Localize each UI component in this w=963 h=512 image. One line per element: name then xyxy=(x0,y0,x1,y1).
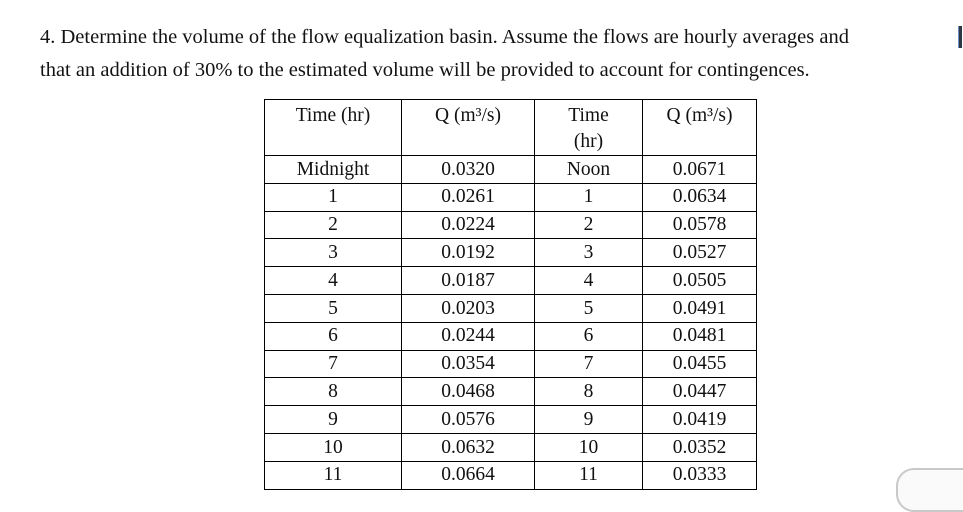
table-cell: 0.0481 xyxy=(642,321,757,351)
table-cell: 0.0671 xyxy=(642,155,757,184)
table-cell: 0.0576 xyxy=(401,405,535,434)
table-cell: 0.0203 xyxy=(401,293,535,323)
table-cell: 11 xyxy=(264,460,402,490)
table-row: 2 0.0224 2 0.0578 xyxy=(264,210,757,240)
table-header-row: Time (hr) Q (m³/s) Time (hr) Q (m³/s) xyxy=(264,99,757,156)
table-cell: 7 xyxy=(534,349,643,379)
bottom-right-peek-button[interactable] xyxy=(896,468,963,512)
table-cell: 2 xyxy=(264,210,402,240)
header-time-right: Time (hr) xyxy=(534,99,643,156)
table-cell: 0.0352 xyxy=(642,432,757,462)
table-cell: 4 xyxy=(534,266,643,295)
table-cell: 0.0664 xyxy=(401,460,535,490)
text-cursor-mark xyxy=(959,26,962,48)
table-cell: 0.0634 xyxy=(642,182,757,212)
table-cell: 0.0187 xyxy=(401,266,535,295)
table-cell: 0.0632 xyxy=(401,432,535,462)
table-cell: 0.0491 xyxy=(642,293,757,323)
table-cell: 0.0261 xyxy=(401,182,535,212)
table-cell: 0.0527 xyxy=(642,238,757,268)
table-cell: 10 xyxy=(264,432,402,462)
table-cell: 0.0447 xyxy=(642,377,757,407)
table-cell: 3 xyxy=(534,238,643,268)
table-cell: 1 xyxy=(534,182,643,212)
table-cell: 6 xyxy=(534,321,643,351)
problem-statement: 4. Determine the volume of the flow equa… xyxy=(40,21,849,87)
table-row: 1 0.0261 1 0.0634 xyxy=(264,182,757,212)
table-cell: 3 xyxy=(264,238,402,268)
table-row: 5 0.0203 5 0.0491 xyxy=(264,293,757,323)
flow-data-table: Time (hr) Q (m³/s) Time (hr) Q (m³/s) Mi… xyxy=(264,99,757,490)
table-cell: 9 xyxy=(264,405,402,434)
table-cell: 8 xyxy=(264,377,402,407)
table-cell: 5 xyxy=(534,293,643,323)
table-cell: 0.0354 xyxy=(401,349,535,379)
header-q-right: Q (m³/s) xyxy=(642,99,757,156)
table-cell: 0.0468 xyxy=(401,377,535,407)
table-cell: 9 xyxy=(534,405,643,434)
table-row: 9 0.0576 9 0.0419 xyxy=(264,405,757,434)
table-cell: 4 xyxy=(264,266,402,295)
table-cell: 1 xyxy=(264,182,402,212)
table-cell: 7 xyxy=(264,349,402,379)
table-cell: 0.0244 xyxy=(401,321,535,351)
table-cell: 0.0320 xyxy=(401,155,535,184)
table-cell: 0.0224 xyxy=(401,210,535,240)
table-cell: 8 xyxy=(534,377,643,407)
table-row: 10 0.0632 10 0.0352 xyxy=(264,432,757,462)
table-cell: Midnight xyxy=(264,155,402,184)
table-cell: 0.0192 xyxy=(401,238,535,268)
table-cell: 11 xyxy=(534,460,643,490)
header-time-left: Time (hr) xyxy=(264,99,402,156)
table-row: 8 0.0468 8 0.0447 xyxy=(264,377,757,407)
table-cell: Noon xyxy=(534,155,643,184)
table-cell: 6 xyxy=(264,321,402,351)
problem-statement-line-2: that an addition of 30% to the estimated… xyxy=(40,59,810,81)
table-cell: 10 xyxy=(534,432,643,462)
table-cell: 0.0578 xyxy=(642,210,757,240)
table-row: Midnight 0.0320 Noon 0.0671 xyxy=(264,155,757,184)
header-q-left: Q (m³/s) xyxy=(401,99,535,156)
table-cell: 0.0505 xyxy=(642,266,757,295)
table-cell: 5 xyxy=(264,293,402,323)
table-cell: 0.0419 xyxy=(642,405,757,434)
table-row: 4 0.0187 4 0.0505 xyxy=(264,266,757,295)
table-row: 11 0.0664 11 0.0333 xyxy=(264,460,757,490)
table-row: 6 0.0244 6 0.0481 xyxy=(264,321,757,351)
table-cell: 2 xyxy=(534,210,643,240)
table-row: 3 0.0192 3 0.0527 xyxy=(264,238,757,268)
table-cell: 0.0333 xyxy=(642,460,757,490)
problem-statement-line-1: 4. Determine the volume of the flow equa… xyxy=(40,26,849,48)
table-cell: 0.0455 xyxy=(642,349,757,379)
table-row: 7 0.0354 7 0.0455 xyxy=(264,349,757,379)
